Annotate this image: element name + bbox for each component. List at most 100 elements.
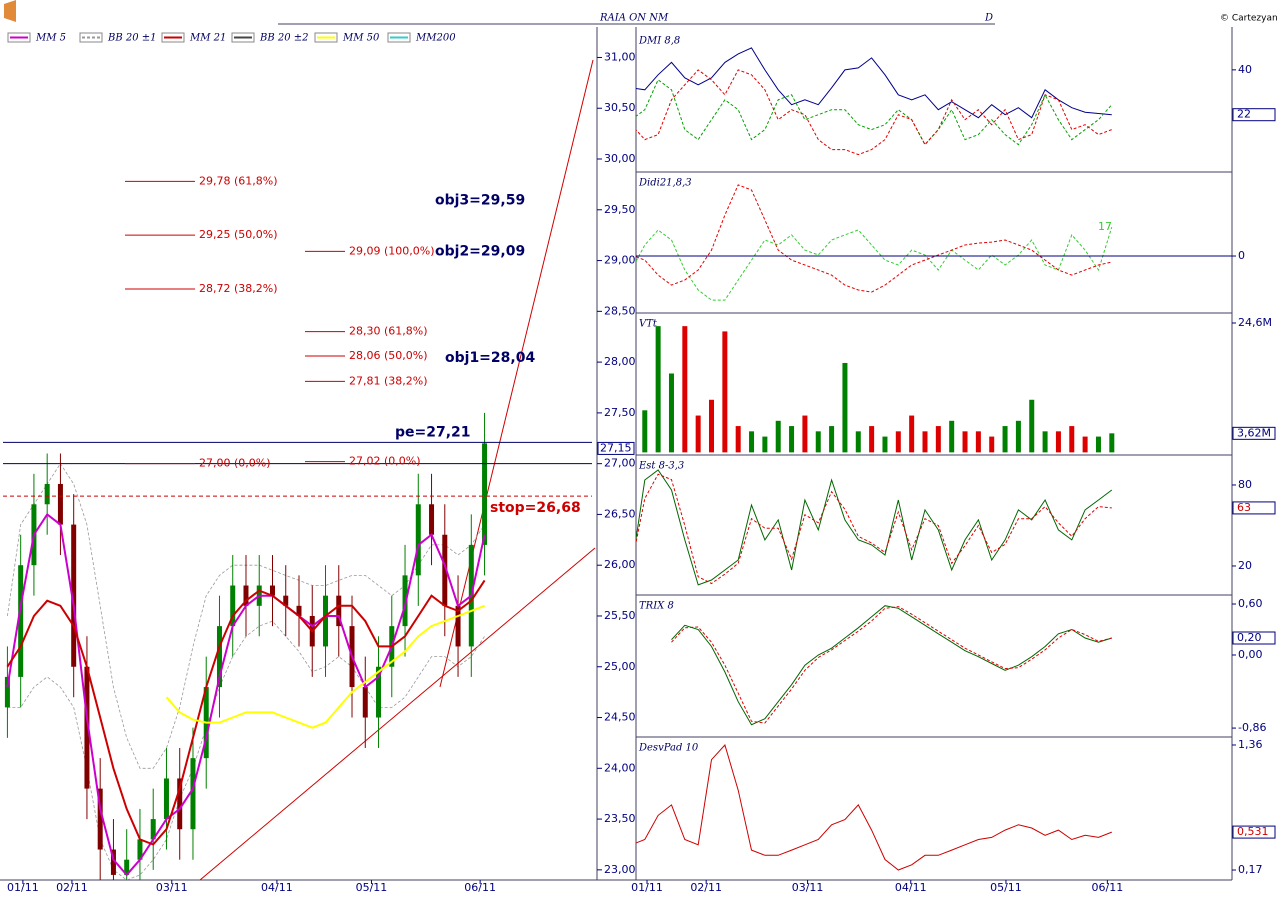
series-line [636,744,1112,871]
x-tick-label: 04/11 [261,881,293,894]
marker-label: 17 [1098,220,1112,233]
y-tick-label: 29,00 [604,254,636,267]
x-tick-label: 04/11 [895,881,927,894]
marker-label: 0,20 [1237,631,1262,644]
candle-body [455,605,461,647]
candle-body [336,595,342,627]
candle-body [97,788,103,850]
y-tick-label: -0,86 [1238,721,1266,734]
y-tick-label: 31,00 [604,50,636,63]
y-tick-label: 28,00 [604,355,636,368]
y-tick-label: 24,6M [1238,316,1272,329]
x-tick-label: 03/11 [792,881,824,894]
candle-body [296,605,302,616]
target-label: obj1=28,04 [445,350,535,366]
candle-body [243,585,249,606]
last-price-label: 27,15 [600,441,632,454]
y-tick-label: 29,50 [604,203,636,216]
y-tick-label: 0,00 [1238,648,1263,661]
volume-bar [962,431,968,453]
target-label: obj3=29,59 [435,193,525,209]
fib-label: 27,81 (38,2%) [349,374,428,387]
x-tick-label: 01/11 [7,881,39,894]
volume-bar [935,426,941,453]
volume-bar [895,431,901,453]
fib-label: 29,25 (50,0%) [199,228,278,241]
series-line [671,606,1112,724]
candle-body [442,534,448,606]
volume-bar [1055,431,1061,453]
volume-bar [735,426,741,453]
y-tick-label: 23,50 [604,812,636,825]
x-tick-label: 02/11 [690,881,722,894]
volume-bar [762,436,768,453]
candle-body [415,504,421,576]
volume-bar [975,431,981,453]
fib-label: 28,06 (50,0%) [349,349,428,362]
x-tick-label: 06/11 [464,881,496,894]
copyright: © Cartezyan [1220,14,1278,24]
series-line [6,512,486,877]
volume-bar [815,431,821,453]
volume-bar [1082,436,1088,453]
volume-bar [855,431,861,453]
y-tick-label: 80 [1238,478,1252,491]
legend-label: MM200 [415,33,456,44]
fib-label: 27,00 (0,0%) [199,457,271,470]
marker-box [1232,825,1276,839]
marker-box [1232,426,1276,440]
fib-label: 28,30 (61,8%) [349,325,428,338]
level-label: stop=26,68 [490,500,581,516]
y-tick-label: 25,50 [604,609,636,622]
volume-bar [655,326,661,453]
y-tick-label: 26,00 [604,558,636,571]
volume-bar [682,326,688,453]
volume-bar [922,431,928,453]
candle-body [429,504,435,535]
support-trendline [199,547,596,881]
legend-swatch [79,32,103,43]
candle-body [57,483,63,525]
x-tick-label: 03/11 [156,881,188,894]
volume-bar [642,410,648,453]
plot-area [671,605,1112,726]
y-tick-label: 1,36 [1238,738,1263,751]
target-label: obj2=29,09 [435,243,525,259]
marker-label: 63 [1237,501,1251,514]
volume-bar [749,431,755,453]
volume-bar [909,415,915,453]
last-price-box [597,441,635,455]
marker-label: 22 [1237,108,1251,121]
candle-body [18,565,24,677]
marker-label: 0,531 [1237,825,1269,838]
volume-bar [1095,436,1101,453]
legend-label: MM 21 [189,33,226,44]
volume-bar [829,426,835,453]
volume-bar [722,331,728,453]
candle-body [137,839,143,860]
y-tick-label: 30,00 [604,152,636,165]
y-tick-label: 0 [1238,249,1245,262]
y-tick-label: 0,60 [1238,597,1263,610]
series-line [165,604,485,729]
plot-area [636,744,1112,871]
volume-bar [802,415,808,453]
fib-label: 29,09 (100,0%) [349,244,435,257]
candle-body [177,778,183,830]
legend-label: BB 20 ±2 [259,33,309,44]
x-tick-label: 05/11 [990,881,1022,894]
fib-label: 28,72 (38,2%) [199,282,278,295]
fib-label: 27,02 (0,0%) [349,455,421,468]
volume-bar [882,436,888,453]
volume-bar [1042,431,1048,453]
volume-bar [869,426,875,453]
volume-bar [709,399,715,453]
volume-bar [1069,426,1075,453]
y-tick-label: 23,00 [604,863,636,876]
x-tick-label: 01/11 [631,881,663,894]
y-tick-label: 30,50 [604,101,636,114]
candle-body [283,595,289,606]
candle-body [84,666,90,789]
